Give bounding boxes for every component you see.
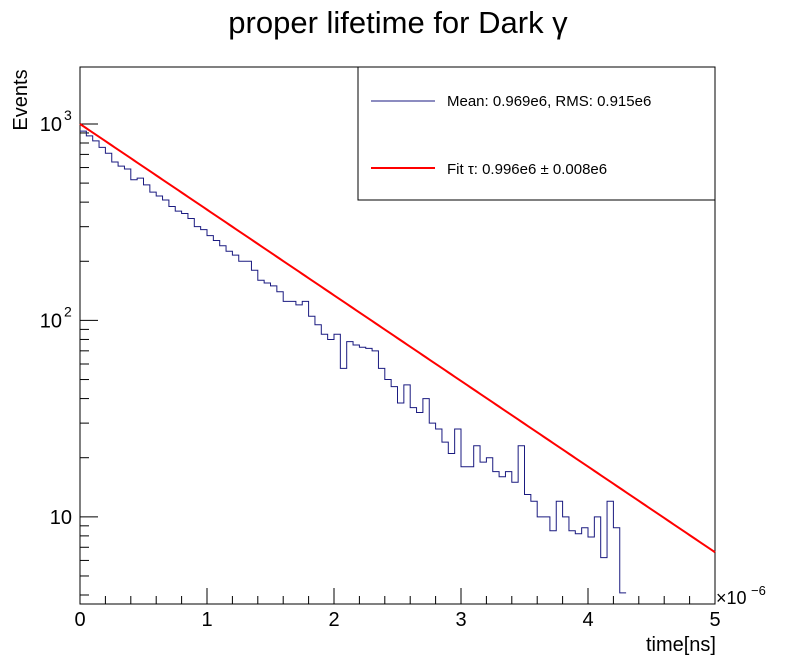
y-tick-label: 10: [50, 507, 72, 529]
y-tick-exp: 3: [64, 107, 72, 123]
y-tick-label: 10 2: [40, 303, 72, 332]
x-axis-label: time[ns]: [646, 634, 716, 656]
x-tick-label: 4: [582, 609, 593, 631]
legend-histogram-label: Mean: 0.969e6, RMS: 0.915e6: [447, 93, 651, 110]
legend-box: [357, 66, 716, 201]
x-axis-ticks: 0 1 2 3 4 5: [74, 588, 721, 631]
x-axis-multiplier-base: ×10: [716, 588, 747, 608]
x-tick-label: 0: [74, 609, 85, 631]
x-tick-label: 5: [709, 609, 720, 631]
x-axis-multiplier: ×10 −6: [716, 583, 766, 608]
histogram-series: [80, 130, 627, 594]
y-tick-label: 10 3: [40, 107, 72, 136]
fit-curve: [79, 123, 716, 554]
legend: Mean: 0.969e6, RMS: 0.915e6 Fit τ: 0.996…: [357, 66, 716, 201]
y-tick-base: 10: [50, 507, 72, 529]
x-axis-multiplier-exp: −6: [751, 583, 766, 598]
chart-title: proper lifetime for Dark γ: [228, 5, 568, 40]
x-tick-label: 1: [201, 609, 212, 631]
x-tick-label: 3: [455, 609, 466, 631]
y-tick-base: 10: [40, 114, 62, 136]
x-tick-label: 2: [328, 609, 339, 631]
y-tick-exp: 2: [64, 303, 72, 319]
y-axis-label: Events: [10, 69, 32, 130]
legend-fit-label: Fit τ: 0.996e6 ± 0.008e6: [447, 161, 607, 178]
y-tick-base: 10: [40, 310, 62, 332]
